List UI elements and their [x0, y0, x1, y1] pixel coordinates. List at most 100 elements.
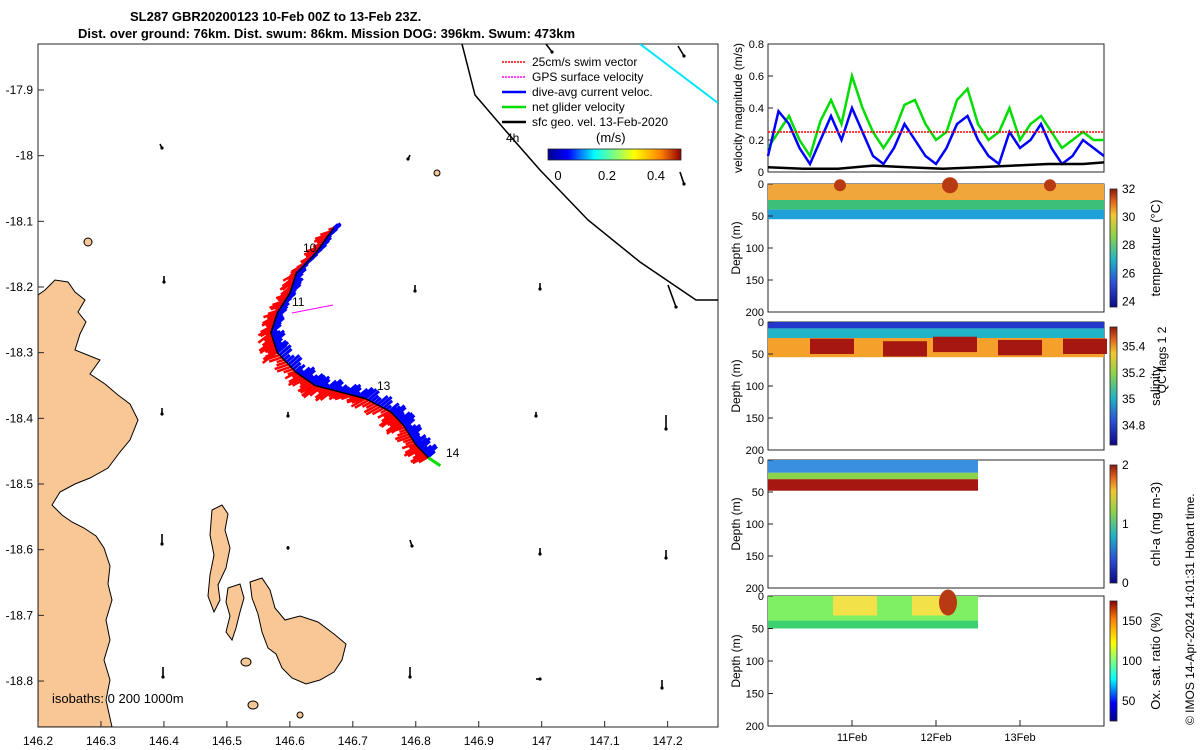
- island-small-west: [225, 583, 245, 642]
- map-x-tick-label: 147: [532, 734, 552, 748]
- current-vector: [364, 388, 378, 400]
- swim-vector: [268, 356, 283, 363]
- current-vector: [389, 406, 397, 413]
- current-vector: [295, 363, 306, 374]
- swim-vector: [388, 423, 404, 431]
- section-salty-patch: [998, 339, 1042, 356]
- swim-vector: [361, 400, 373, 408]
- swim-vector: [264, 343, 276, 354]
- section-colorbar-tick: 2: [1122, 458, 1129, 472]
- map-panel: 10 11 13 14 4h 146.2 146.3 146.4 146.5 146.6 146.7…: [6, 43, 719, 748]
- geo-velocity-arrowhead: [538, 677, 542, 681]
- section-layer: [768, 460, 978, 473]
- legend-label: 25cm/s swim vector: [532, 55, 637, 69]
- swim-vector: [303, 385, 319, 399]
- swim-vector: [272, 299, 286, 307]
- swim-vector: [380, 408, 388, 415]
- map-x-tick-label: 146.3: [86, 734, 116, 748]
- current-vector: [297, 368, 304, 376]
- section-colorbar-label: chl-a (mg m-3): [1148, 482, 1163, 567]
- swim-vector: [276, 358, 285, 364]
- geo-velocity-arrowhead: [682, 182, 686, 186]
- geo-velocity-arrow: [679, 171, 685, 185]
- swim-vector: [281, 275, 297, 288]
- geo-velocity-arrow: [677, 45, 685, 57]
- swim-vector: [386, 417, 398, 427]
- current-vector: [400, 412, 414, 424]
- map-x-tick-label: 146.6: [275, 734, 305, 748]
- section-colorbar: [1109, 326, 1118, 446]
- gps-surface-velocity-arrow: [291, 304, 334, 314]
- swim-vector: [279, 277, 296, 291]
- swim-vector: [418, 456, 429, 464]
- section-colorbar-label: temperature (°C): [1148, 200, 1163, 297]
- section-data-field: [768, 322, 1107, 358]
- swim-vector: [405, 440, 415, 446]
- velocity-panel: 0 0.2 0.4 0.6 0.8 velocity magnitude (m/s): [731, 39, 1105, 179]
- swim-vector: [266, 312, 278, 320]
- current-vector: [425, 445, 438, 457]
- islet: [247, 700, 259, 710]
- day-label: 13: [377, 379, 391, 393]
- swim-vector: [389, 418, 399, 427]
- swim-vector: [319, 389, 334, 402]
- swim-vector: [340, 394, 353, 401]
- swim-vector: [332, 392, 347, 400]
- map-y-tick-label: -18.7: [6, 608, 34, 622]
- section-warm-patch: [834, 179, 846, 192]
- swim-vector: [412, 451, 424, 460]
- text-layer: QC flags 1 2: [1155, 326, 1169, 393]
- swim-vector: [287, 370, 296, 376]
- current-vector: [403, 417, 416, 429]
- isobath-200m: [639, 44, 718, 104]
- swim-vector: [275, 292, 291, 300]
- current-vector: [311, 373, 324, 385]
- geo-velocity-arrowhead: [408, 675, 412, 679]
- current-vector: [332, 380, 344, 392]
- swim-vector: [284, 371, 297, 380]
- section-y-tick-label: 100: [746, 243, 764, 255]
- swim-vector: [267, 346, 277, 355]
- map-colorbar: [547, 148, 682, 161]
- current-vector: [292, 361, 302, 371]
- section-colorbar-tick: 26: [1122, 266, 1136, 280]
- section-colorbar-tick: 100: [1122, 654, 1142, 668]
- map-y-tick-label: -17.9: [6, 83, 34, 97]
- geo-velocity-arrowhead: [534, 414, 538, 418]
- swim-vector: [381, 412, 393, 423]
- swim-vector: [404, 445, 418, 454]
- swim-vector: [299, 380, 311, 389]
- swim-vector: [334, 391, 344, 397]
- geo-velocity-arrowhead: [286, 414, 290, 418]
- section-y-tick-label: 50: [752, 624, 764, 636]
- swim-vector: [402, 437, 413, 444]
- current-vector: [273, 332, 286, 344]
- geo-velocity-arrow: [545, 44, 553, 53]
- geo-velocity-arrowhead: [161, 675, 165, 679]
- swim-vector: [264, 319, 276, 327]
- swim-vector: [274, 363, 289, 371]
- swim-vector: [261, 336, 274, 347]
- current-vector: [376, 395, 389, 407]
- current-vector: [306, 374, 315, 382]
- geo-velocity-arrowhead: [682, 54, 686, 58]
- geo-velocity-arrow: [667, 284, 677, 308]
- section-y-tick-label: 100: [746, 381, 764, 393]
- current-vector: [271, 329, 282, 339]
- swim-vector: [319, 229, 333, 237]
- current-vector: [342, 386, 351, 394]
- isobath-1000m: [461, 44, 718, 301]
- velocity-y-tick-label: 0.4: [749, 103, 764, 115]
- velocity-series-line: [766, 71, 1104, 159]
- swim-vector: [397, 430, 409, 437]
- map-y-tick-label: -18.5: [6, 477, 34, 491]
- geo-velocity-arrowhead: [286, 546, 290, 550]
- section-salty-patch: [883, 341, 927, 357]
- map-colorbar-tick: 0: [554, 168, 561, 183]
- current-vector: [411, 431, 421, 441]
- swim-vector: [315, 388, 331, 402]
- swim-vector: [261, 316, 277, 327]
- current-vector: [348, 383, 362, 396]
- velocity-y-tick-label: 0.6: [749, 71, 764, 83]
